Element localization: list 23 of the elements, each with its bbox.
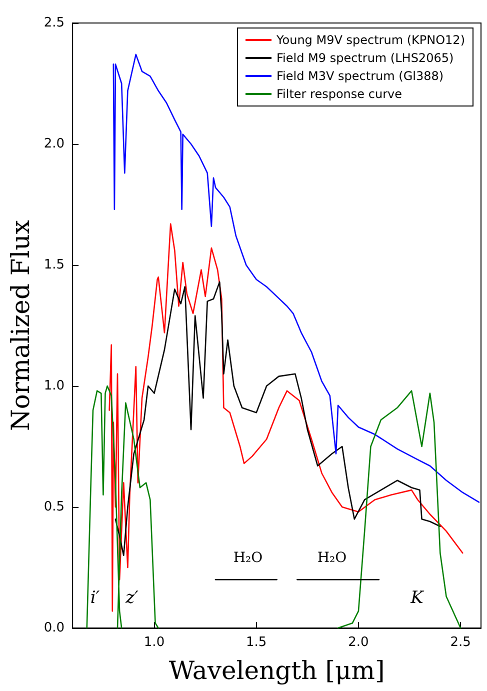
x-tick-label: 1.5 — [246, 635, 267, 650]
y-tick-label: 1.5 — [44, 258, 65, 272]
legend-label: Field M9 spectrum (LHS2065) — [276, 51, 454, 65]
y-tick-label: 0.5 — [44, 500, 65, 514]
annotation: z′ — [124, 588, 139, 608]
line-series — [112, 54, 480, 503]
legend-label: Field M3V spectrum (Gl388) — [276, 69, 444, 83]
legend-label: Filter response curve — [276, 87, 402, 101]
y-tick-label: 0.0 — [44, 620, 65, 636]
annotation: H₂O — [233, 550, 263, 566]
y-tick-label: 1.0 — [44, 378, 65, 394]
line-series — [108, 223, 464, 612]
annotation: H₂O — [317, 550, 347, 566]
x-tick-label: 1.0 — [144, 635, 165, 650]
x-tick-label: 2.0 — [348, 635, 369, 650]
legend-label: Young M9V spectrum (KPNO12) — [276, 33, 466, 47]
y-axis-title: Normalized Flux — [6, 220, 35, 431]
x-axis-title: Wavelength [μm] — [168, 656, 385, 685]
annotation: K — [410, 588, 425, 608]
x-tick-label: 2.5 — [450, 635, 471, 650]
y-tick-label: 2.5 — [44, 16, 65, 30]
annotation: i′ — [90, 588, 100, 608]
y-tick-label: 2.0 — [44, 136, 65, 152]
